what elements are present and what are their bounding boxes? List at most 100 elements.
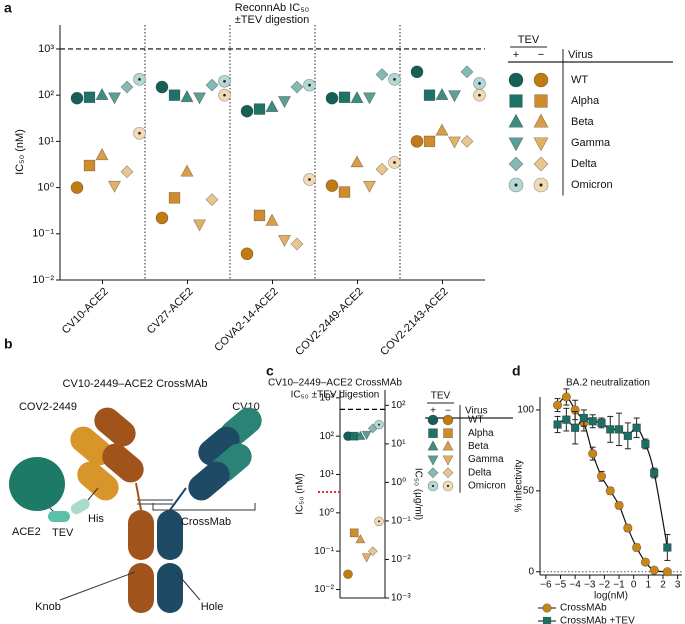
linker bbox=[87, 487, 99, 501]
pointer bbox=[59, 571, 136, 601]
legend-marker bbox=[534, 94, 548, 108]
y-tick-label: 10⁻¹ bbox=[314, 546, 334, 557]
marker bbox=[107, 180, 122, 193]
marker bbox=[265, 99, 279, 112]
marker bbox=[375, 68, 389, 81]
marker bbox=[83, 91, 96, 103]
y-tick-label: 10¹ bbox=[320, 469, 335, 480]
marker bbox=[205, 78, 219, 92]
marker bbox=[168, 89, 181, 101]
y-tick-label: 10⁻¹ bbox=[32, 228, 54, 240]
y-tick-label: 0 bbox=[528, 566, 534, 577]
marker-dot bbox=[478, 82, 481, 85]
marker-dot bbox=[478, 93, 481, 97]
diagram-title: CV10-2449–ACE2 CrossMAb bbox=[63, 378, 208, 390]
marker bbox=[155, 80, 169, 94]
legend-label: Alpha bbox=[468, 428, 494, 439]
legend-marker bbox=[443, 428, 453, 439]
legend-marker bbox=[427, 440, 439, 451]
light-chain bbox=[70, 426, 112, 466]
marker bbox=[435, 87, 449, 100]
marker bbox=[423, 89, 436, 101]
x-axis-label: log(nM) bbox=[594, 591, 628, 602]
marker-dot bbox=[393, 161, 396, 164]
x-tick-label: −6 bbox=[540, 580, 552, 591]
legend-title: TEV bbox=[518, 34, 540, 46]
legend-marker bbox=[533, 156, 549, 172]
x-tick-label: CV10-ACE2 bbox=[60, 286, 111, 337]
legend-marker bbox=[508, 156, 524, 172]
heavy-chain bbox=[188, 461, 230, 501]
y-tick-label: 10⁻² bbox=[314, 584, 334, 595]
legend-marker bbox=[508, 137, 524, 152]
marker bbox=[95, 87, 109, 100]
marker bbox=[277, 235, 292, 248]
legend-label: CrossMAb bbox=[560, 603, 607, 614]
marker bbox=[290, 237, 304, 251]
diagram-label: ACE2 bbox=[12, 526, 41, 538]
marker bbox=[596, 471, 607, 481]
legend-marker bbox=[442, 414, 454, 426]
x-tick-label: −5 bbox=[555, 580, 567, 591]
y-tick-label: 10³ bbox=[320, 392, 335, 403]
legend-marker bbox=[533, 72, 549, 88]
legend-label: WT bbox=[571, 74, 588, 86]
y-axis-label: % infectivity bbox=[514, 460, 525, 513]
marker bbox=[349, 528, 359, 538]
marker bbox=[460, 134, 474, 148]
legend-marker bbox=[442, 455, 454, 466]
marker bbox=[614, 500, 624, 511]
y2-tick-label: 10² bbox=[391, 400, 406, 411]
marker bbox=[362, 92, 377, 105]
legend-marker bbox=[508, 72, 524, 88]
legend-marker bbox=[542, 616, 552, 624]
x-tick-label: CV27-ACE2 bbox=[145, 286, 196, 337]
marker bbox=[361, 553, 372, 563]
fc-domain bbox=[128, 510, 154, 560]
x-tick-label: 2 bbox=[660, 580, 666, 591]
marker bbox=[650, 468, 659, 478]
y-tick-label: 10⁰ bbox=[37, 181, 54, 193]
marker bbox=[410, 135, 424, 148]
marker bbox=[70, 181, 84, 194]
his-tag bbox=[70, 498, 90, 515]
marker bbox=[355, 534, 366, 544]
legend-group-label: − bbox=[445, 406, 451, 417]
marker bbox=[663, 543, 672, 552]
legend-marker bbox=[533, 137, 549, 152]
y-tick-label: 10⁻² bbox=[32, 274, 54, 286]
marker bbox=[447, 136, 462, 149]
x-tick-label: −1 bbox=[613, 580, 625, 591]
legend-marker bbox=[427, 467, 439, 479]
y2-axis-label: IC₅₀ (µg/ml) bbox=[412, 468, 423, 520]
marker bbox=[120, 80, 134, 94]
y2-tick-label: 10⁰ bbox=[391, 477, 406, 488]
marker bbox=[570, 423, 580, 432]
marker bbox=[107, 92, 122, 105]
legend-label: CrossMAb +TEV bbox=[560, 616, 635, 624]
marker-dot bbox=[446, 484, 450, 488]
marker bbox=[588, 417, 597, 426]
legend-label: Omicron bbox=[571, 179, 613, 191]
marker bbox=[240, 104, 254, 118]
panel-label: c bbox=[266, 363, 274, 379]
marker bbox=[632, 542, 642, 553]
marker bbox=[410, 65, 424, 79]
marker-dot bbox=[223, 79, 226, 83]
legend-marker bbox=[542, 603, 552, 613]
marker-dot bbox=[539, 183, 543, 187]
marker-dot bbox=[308, 83, 311, 87]
legend-label: Gamma bbox=[571, 137, 611, 149]
legend-label: Delta bbox=[571, 158, 598, 170]
marker bbox=[614, 425, 624, 434]
marker bbox=[192, 219, 207, 232]
marker-dot bbox=[378, 423, 380, 426]
legend-marker bbox=[427, 414, 439, 426]
marker bbox=[662, 567, 672, 577]
marker-dot bbox=[138, 78, 141, 81]
marker bbox=[597, 418, 606, 428]
marker bbox=[623, 523, 633, 533]
chart-title: ReconnAb IC₅₀ bbox=[235, 2, 309, 14]
fit-line bbox=[557, 417, 668, 548]
